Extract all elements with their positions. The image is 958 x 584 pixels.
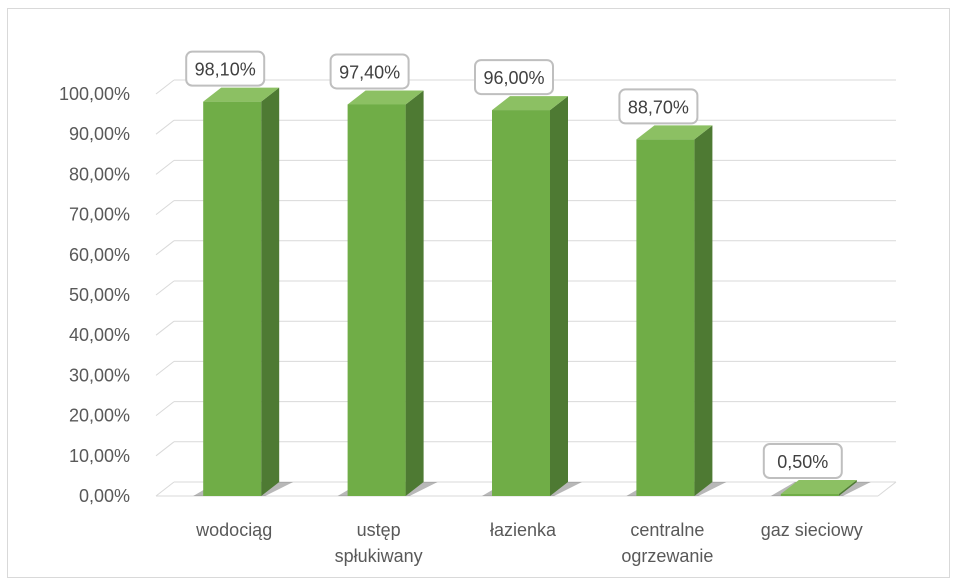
bar[interactable]: [347, 104, 406, 497]
gridline-diagonal: [155, 361, 175, 376]
gridline-diagonal: [155, 280, 175, 296]
bar-top: [347, 90, 424, 105]
data-label-box: [185, 50, 266, 87]
x-tick-label: wodociąg: [195, 520, 272, 540]
bar-top: [780, 479, 857, 494]
bar-side: [261, 87, 280, 496]
x-tick-label: spłukiwany: [335, 546, 423, 566]
data-label-box: [329, 53, 410, 90]
gridline-diagonal: [155, 481, 175, 497]
gridline-diagonal: [155, 160, 175, 175]
bar-top: [203, 87, 280, 102]
bar-side: [405, 90, 424, 497]
bar-top: [492, 96, 568, 111]
gridline-diagonal: [155, 79, 175, 95]
gridline-diagonal: [155, 200, 175, 215]
x-tick-label: ogrzewanie: [621, 546, 713, 566]
bar-side: [838, 479, 857, 496]
x-tick-label: centralne: [630, 520, 704, 540]
data-label: 96,00%: [483, 68, 544, 88]
bar[interactable]: [492, 110, 550, 496]
bar[interactable]: [780, 493, 839, 496]
y-tick-label: 10,00%: [69, 446, 130, 466]
data-label-box: [618, 88, 699, 125]
bar-side: [694, 125, 713, 497]
bar[interactable]: [636, 139, 695, 496]
bar[interactable]: [203, 101, 262, 496]
data-label: 88,70%: [628, 97, 689, 117]
data-label: 0,50%: [777, 452, 828, 472]
x-tick-label: łazienka: [490, 520, 557, 540]
x-axis-depth-line: [877, 481, 897, 497]
y-tick-label: 80,00%: [69, 164, 130, 184]
gridline-diagonal: [155, 119, 175, 135]
x-tick-label: gaz sieciowy: [761, 520, 863, 540]
chart-svg: 0,00% 10,00% 20,00% 30,00% 40,00% 50,00% 60,00…: [59, 50, 897, 566]
gridline-diagonal: [155, 240, 175, 256]
y-tick-label: 20,00%: [69, 406, 130, 426]
gridline-diagonal: [155, 320, 175, 336]
y-tick-label: 50,00%: [69, 285, 130, 305]
y-tick-label: 0,00%: [79, 486, 130, 506]
data-label: 98,10%: [195, 60, 256, 80]
chart-area: 0,00% 10,00% 20,00% 30,00% 40,00% 50,00% 60,00…: [7, 8, 950, 578]
bar-side: [550, 96, 568, 496]
gridline-diagonal: [155, 401, 175, 416]
y-tick-label: 90,00%: [69, 124, 130, 144]
y-tick-label: 100,00%: [59, 84, 130, 104]
y-tick-label: 60,00%: [69, 245, 130, 265]
y-tick-label: 30,00%: [69, 365, 130, 385]
x-tick-label: ustęp: [357, 520, 401, 540]
data-label-box: [762, 442, 843, 479]
data-label-box: [474, 59, 554, 96]
y-tick-label: 70,00%: [69, 205, 130, 225]
y-tick-label: 40,00%: [69, 325, 130, 345]
data-label: 97,40%: [339, 62, 400, 82]
gridline-diagonal: [155, 441, 175, 457]
bar-top: [636, 125, 713, 140]
